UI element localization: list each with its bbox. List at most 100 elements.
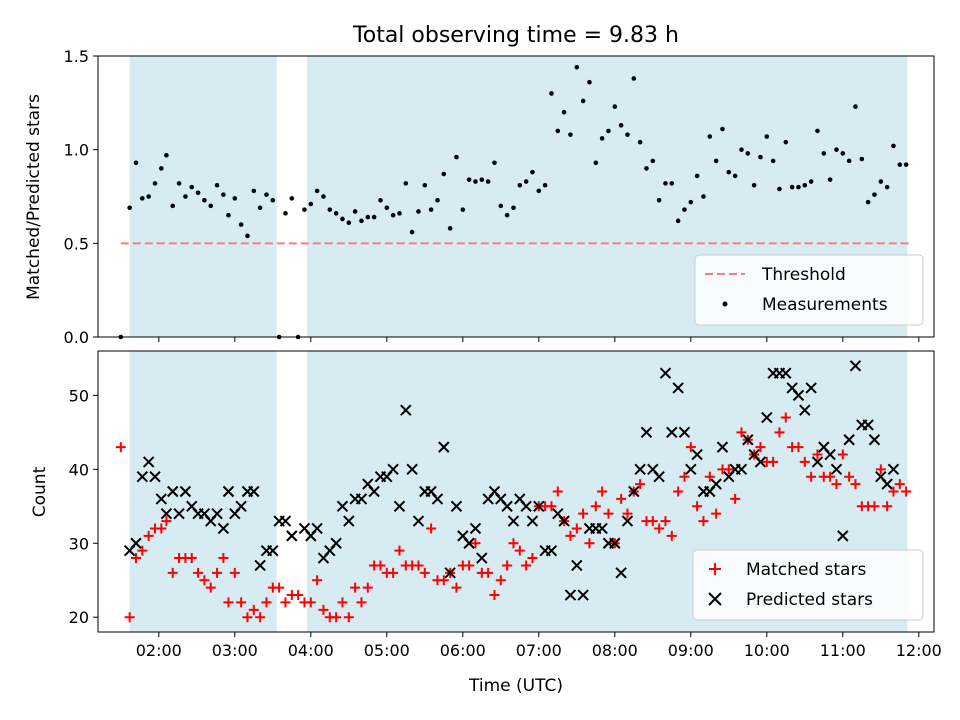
measurement-point (625, 132, 630, 137)
matched-star-marker (394, 545, 405, 556)
measurement-point (701, 194, 706, 199)
matched-star-marker (831, 479, 842, 490)
measurement-point (663, 181, 668, 186)
x-tick-label: 07:00 (516, 641, 562, 660)
matched-star-marker (799, 456, 810, 467)
measurement-point (492, 160, 497, 166)
measurement-point (720, 126, 725, 132)
measurement-point (454, 154, 459, 160)
matched-star-marker (293, 590, 304, 601)
predicted-star-marker (659, 367, 672, 379)
measurement-point (384, 205, 390, 211)
predicted-star-marker (824, 448, 836, 461)
measurement-point (270, 197, 276, 203)
legend-measurements-label: Measurements (762, 295, 888, 315)
predicted-star-marker (811, 456, 824, 468)
legend-measurements-swatch (722, 301, 728, 307)
predicted-star-marker (571, 559, 583, 572)
matched-star-marker (312, 575, 323, 586)
predicted-star-marker (211, 507, 223, 520)
matched-star-marker (780, 412, 791, 423)
measurement-point (713, 158, 719, 164)
measurement-point (542, 182, 548, 188)
measurement-point (232, 196, 238, 201)
bottom-panel: 20 30 40 50 02:00 03:00 04:00 05:00 06:00 07:00 08… (69, 350, 942, 660)
measurement-point (802, 182, 808, 188)
measurement-point (758, 154, 763, 160)
predicted-star-marker (843, 434, 855, 446)
measurement-point (549, 91, 554, 96)
predicted-star-marker (792, 389, 805, 402)
matched-star-marker (375, 560, 386, 571)
matched-star-marker (514, 545, 525, 556)
predicted-star-marker (355, 493, 368, 505)
measurement-point (834, 147, 839, 152)
measurement-point (208, 203, 214, 209)
measurement-point (378, 197, 383, 203)
measurement-point (612, 104, 618, 109)
measurement-point (878, 179, 884, 184)
measurement-point (283, 211, 288, 216)
predicted-star-marker (336, 500, 349, 512)
matched-star-marker (730, 493, 741, 504)
matched-star-marker (495, 575, 506, 586)
measurement-point (587, 79, 592, 85)
measurement-point (688, 199, 694, 205)
matched-star-marker (124, 612, 135, 623)
predicted-star-marker (564, 589, 577, 601)
predicted-star-marker (235, 500, 247, 512)
predicted-star-marker (311, 522, 323, 535)
predicted-star-marker (799, 404, 811, 416)
measurement-point (530, 169, 535, 175)
matched-star-marker (673, 486, 684, 497)
matched-star-marker (236, 597, 247, 608)
predicted-star-marker (368, 485, 380, 498)
matched-star-marker (711, 508, 722, 519)
matched-star-marker (723, 464, 734, 475)
predicted-star-marker (173, 507, 185, 520)
predicted-star-marker (444, 567, 456, 579)
predicted-star-marker (685, 463, 697, 476)
measurement-point (133, 160, 139, 166)
predicted-star-marker (501, 500, 513, 512)
matched-star-marker (654, 523, 665, 534)
predicted-star-marker (691, 448, 703, 461)
measurement-point (707, 134, 713, 139)
measurement-point (416, 209, 421, 214)
measurement-point (314, 188, 320, 194)
predicted-star-marker (805, 382, 817, 394)
matched-star-marker (218, 553, 229, 564)
matched-star-marker (590, 501, 601, 512)
matched-star-marker (464, 560, 475, 571)
predicted-star-marker (217, 522, 230, 535)
measurement-point (346, 220, 352, 226)
matched-star-marker (837, 449, 848, 460)
measurement-point (770, 158, 776, 164)
matched-star-marker (508, 538, 519, 549)
matched-star-marker (413, 560, 424, 571)
predicted-star-marker (678, 426, 691, 439)
measurement-point (884, 184, 890, 190)
matched-star-marker (527, 553, 538, 564)
predicted-star-marker (222, 485, 235, 498)
matched-star-marker (578, 508, 589, 519)
measurement-point (561, 109, 567, 115)
measurement-point (840, 151, 846, 156)
measurement-point (359, 218, 364, 224)
matched-star-marker (521, 560, 532, 571)
matched-star-marker (704, 471, 715, 482)
measurement-point (618, 123, 624, 128)
x-tick-label: 03:00 (212, 641, 258, 660)
matched-star-marker (483, 567, 494, 578)
measurement-point (599, 136, 605, 141)
predicted-star-marker (596, 522, 608, 535)
predicted-star-marker (155, 493, 168, 505)
legend-predicted-swatch (708, 592, 722, 606)
legend-matched-label: Matched stars (746, 560, 866, 580)
measurement-point (650, 158, 656, 164)
matched-star-marker (552, 486, 563, 497)
matched-star-marker (825, 471, 836, 482)
predicted-star-marker (431, 493, 444, 505)
measurement-point (264, 192, 269, 197)
